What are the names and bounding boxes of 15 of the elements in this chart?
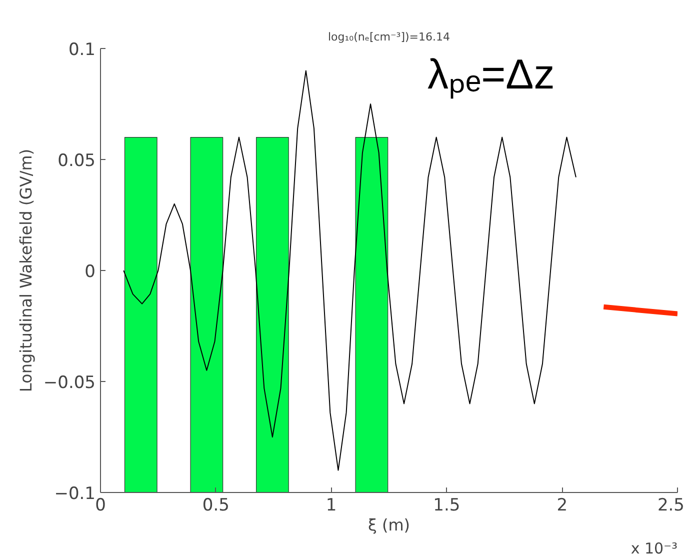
y-tick-label: 0 bbox=[84, 262, 96, 282]
y-tick-label: −0.05 bbox=[43, 373, 96, 393]
x-tick-label: 0.5 bbox=[202, 496, 230, 516]
x-tick-label: 2.5 bbox=[657, 496, 684, 516]
annotation: λₚₑ=Δz bbox=[428, 50, 555, 100]
x-tick-label: 2 bbox=[556, 496, 568, 516]
x-tick-label: 1.5 bbox=[433, 496, 460, 516]
y-tick-label: 0.1 bbox=[68, 40, 96, 60]
y-tick-label: −0.1 bbox=[54, 484, 96, 504]
x-axis-title: ξ (m) bbox=[368, 516, 410, 534]
x-tick-label: 1 bbox=[326, 496, 337, 516]
y-axis-title: Longitudinal Wakefield (GV/m) bbox=[16, 148, 36, 392]
text: x 10⁻³ bbox=[630, 540, 678, 557]
y-tick-label: 0.05 bbox=[58, 151, 96, 171]
chart-title: log₁₀(nₑ[cm⁻³])=16.14 bbox=[328, 30, 450, 44]
